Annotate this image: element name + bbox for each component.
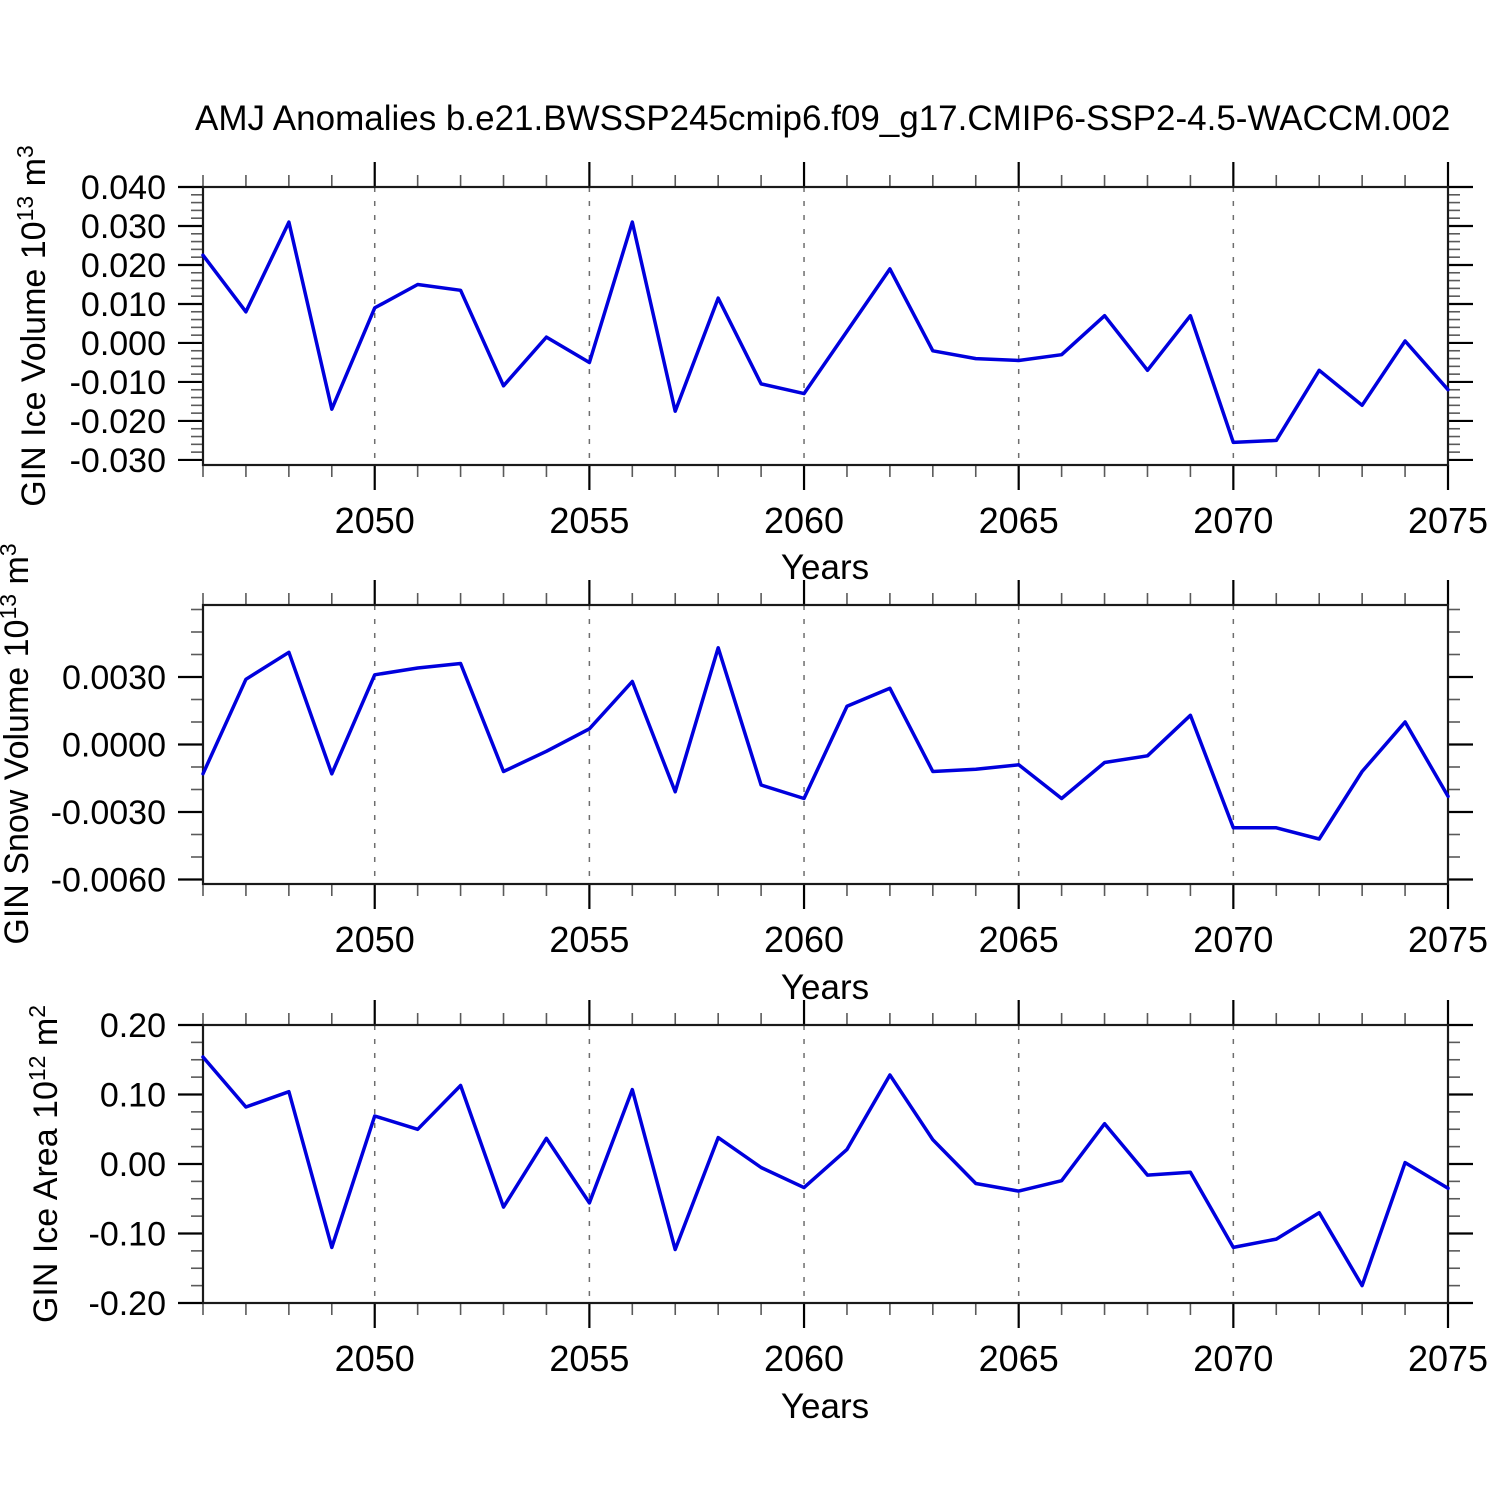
x-tick-label: 2055	[549, 500, 629, 541]
x-tick-label: 2050	[335, 500, 415, 541]
x-tick-label: 2060	[764, 1338, 844, 1379]
x-tick-label: 2050	[335, 1338, 415, 1379]
y-tick-label: -0.010	[70, 364, 166, 402]
y-axis-title-exponent: 13	[0, 593, 21, 620]
y-tick-label: 0.030	[81, 208, 166, 246]
x-tick-label: 2055	[549, 919, 629, 960]
x-tick-label: 2075	[1408, 1338, 1488, 1379]
y-tick-label: 0.020	[81, 247, 166, 285]
y-axis-title-text: GIN Ice Area 10	[27, 1081, 66, 1324]
y-tick-label: 0.10	[100, 1077, 166, 1115]
panel-1: 0.0400.0300.0200.0100.000-0.010-0.020-0.…	[70, 162, 1488, 541]
y-tick-label: 0.0030	[62, 659, 166, 697]
panel-2: 0.0030 0.0000 -0.0030 -0.0060 2050 2055 2060 20…	[51, 580, 1488, 960]
x-tick-label: 2050	[335, 919, 415, 960]
axis-box	[201, 185, 1450, 467]
y-axis-title-ice-area: GIN Ice Area 1012 m2	[24, 1005, 66, 1323]
y-axis-title-exponent: 13	[11, 195, 38, 222]
y-axis-title-snow-volume: GIN Snow Volume 1013 m3	[0, 543, 37, 944]
y-tick-label: 0.000	[81, 325, 166, 363]
x-tick-label: 2065	[979, 500, 1059, 541]
panel-3: 0.20 0.10 0.00 -0.10 -0.20 2050 2055 2060 2065 20…	[89, 1000, 1488, 1379]
y-tick-label: 0.040	[81, 169, 166, 207]
series-line-gin-ice-volume	[201, 220, 1450, 445]
x-tick-label: 2070	[1193, 500, 1273, 541]
y-axis-title-text: m	[0, 556, 37, 594]
y-tick-label: -0.10	[89, 1216, 167, 1254]
x-tick-label: 2060	[764, 919, 844, 960]
x-tick-label: 2065	[979, 919, 1059, 960]
axis-box	[201, 1023, 1450, 1305]
x-tick-label: 2055	[549, 1338, 629, 1379]
x-axis-title-panel-1: Years	[780, 548, 870, 587]
x-tick-label: 2075	[1408, 919, 1488, 960]
y-tick-label: 0.00	[100, 1146, 166, 1184]
x-tick-label: 2070	[1193, 1338, 1273, 1379]
y-axis-title-text: GIN Snow Volume 10	[0, 619, 37, 945]
y-axis-title-ice-volume: GIN Ice Volume 1013 m3	[12, 145, 54, 507]
figure-title: AMJ Anomalies b.e21.BWSSP245cmip6.f09_g1…	[195, 99, 1451, 138]
x-tick-label: 2070	[1193, 919, 1273, 960]
y-tick-label: -0.20	[89, 1285, 167, 1323]
y-axis-title-exponent: 3	[11, 145, 38, 159]
y-tick-label: 0.010	[81, 286, 166, 324]
axis-box	[201, 603, 1450, 886]
y-axis-title-exponent: 12	[23, 1055, 50, 1082]
y-axis-title-text: m	[27, 1017, 66, 1056]
y-axis-title-text: m	[15, 158, 54, 196]
x-tick-label: 2060	[764, 500, 844, 541]
y-tick-label: 0.20	[100, 1007, 166, 1045]
series-line-gin-ice-area	[201, 1055, 1450, 1288]
y-axis-title-exponent: 2	[23, 1004, 50, 1018]
y-axis-title-exponent: 3	[0, 543, 21, 556]
series-line-gin-snow-volume	[201, 646, 1450, 841]
y-tick-label: -0.0060	[51, 862, 166, 900]
y-tick-label: 0.0000	[62, 727, 166, 765]
x-tick-label: 2065	[979, 1338, 1059, 1379]
y-tick-label: -0.020	[70, 403, 166, 441]
y-tick-label: -0.0030	[51, 794, 166, 832]
y-axis-title-text: GIN Ice Volume 10	[15, 221, 54, 507]
x-axis-title-panel-2: Years	[780, 968, 870, 1007]
x-axis-title-panel-3: Years	[780, 1387, 870, 1426]
y-tick-label: -0.030	[70, 442, 166, 480]
x-tick-label: 2075	[1408, 500, 1488, 541]
